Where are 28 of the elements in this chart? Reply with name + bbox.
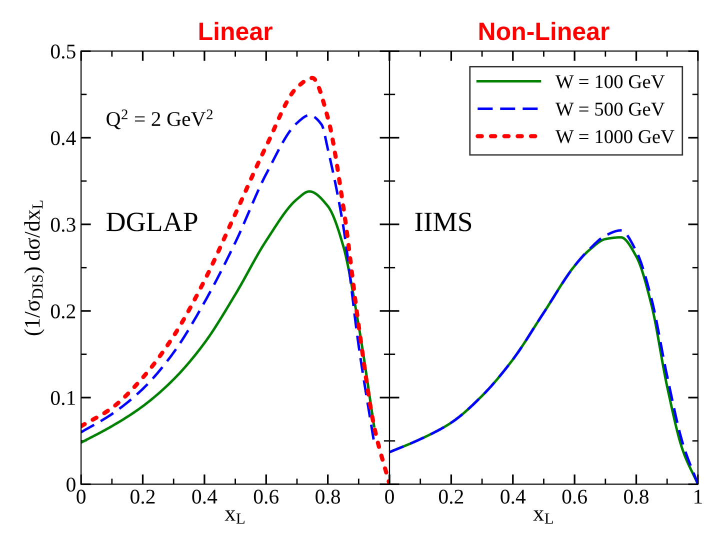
y-tick-label: 0.1 — [50, 390, 75, 406]
x-axis-title: x$_{L}$ — [533, 510, 553, 524]
x-tick-label: 0.2 — [130, 490, 155, 504]
chart-title: Linear — [199, 22, 272, 40]
annotation: DGLAP — [106, 212, 198, 232]
x-tick-label: 0.4 — [500, 490, 526, 504]
x-tick-label: 1 — [694, 490, 702, 504]
x-tick-label: 0.4 — [192, 490, 218, 504]
legend-label: W = 100 GeV — [555, 75, 665, 88]
y-tick-label: 0.3 — [50, 218, 76, 232]
x-tick-label: 0.2 — [438, 490, 464, 504]
legend-label: W = 1000 GeV — [555, 130, 674, 144]
x-tick-label: 0.8 — [316, 490, 340, 504]
y-tick-label: 0.2 — [50, 304, 76, 318]
x-axis-title: x$_{L}$ — [224, 510, 244, 524]
x-tick-label: 0 — [385, 490, 394, 504]
x-tick-label: 0.6 — [562, 490, 587, 504]
x-tick-label: 0.8 — [624, 490, 648, 504]
y-tick-label: 0.5 — [50, 44, 76, 59]
y-tick-label: 0 — [66, 478, 76, 492]
chart-title: Non-Linear — [479, 22, 610, 40]
annotation: IIMS — [415, 212, 472, 232]
x-tick-label: 0.6 — [254, 490, 279, 504]
x-tick-label: 0 — [76, 490, 86, 504]
y-tick-label: 0.4 — [50, 131, 76, 146]
annotation: Q$^{2}$ = 2 GeV$^{2}$ — [106, 110, 213, 130]
y-axis-title: (1/σ$_{DIS}$) dσ/dx$_{L}$ — [24, 200, 44, 336]
legend-label: W = 500 GeV — [555, 102, 665, 116]
